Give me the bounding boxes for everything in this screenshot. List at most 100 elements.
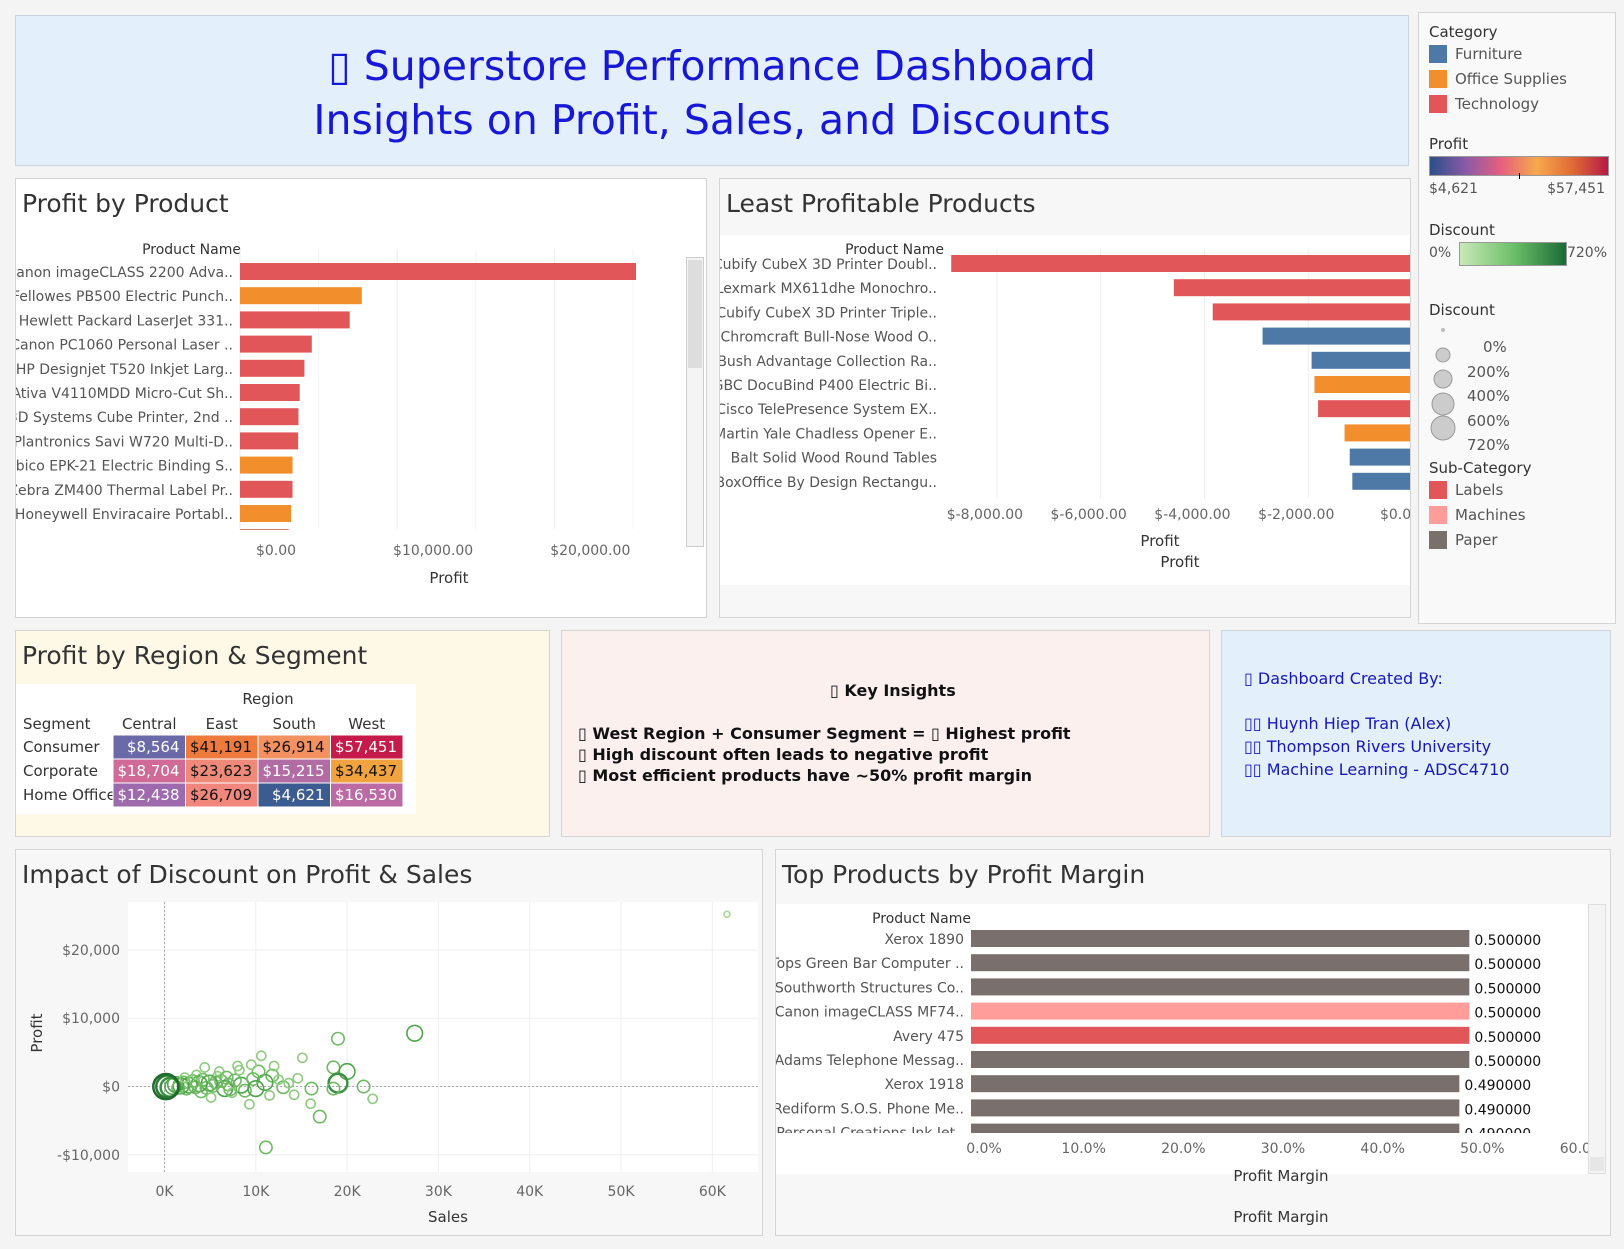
scatter-point xyxy=(237,1083,252,1098)
top-margin-panel: Top Products by Profit Margin Product Na… xyxy=(775,849,1611,1236)
size-200-icon xyxy=(1435,347,1451,363)
pbp-product-label: Canon PC1060 Personal Laser .. xyxy=(16,338,233,354)
key-insights-panel: ▯ Key Insights ▯ West Region + Consumer … xyxy=(561,630,1210,837)
tm-scrollbar[interactable] xyxy=(1588,904,1606,1174)
labels-swatch xyxy=(1429,481,1447,499)
rs-cell-label: $12,438 xyxy=(117,786,179,804)
scatter-x-tick: 60K xyxy=(699,1184,727,1200)
pbp-bar xyxy=(240,384,300,401)
tm-scroll-thumb[interactable] xyxy=(1590,1157,1604,1171)
legend-item-machines[interactable]: Machines xyxy=(1429,506,1526,524)
scatter-point xyxy=(246,1072,261,1087)
size-720-icon xyxy=(1430,415,1456,441)
office-supplies-swatch xyxy=(1429,70,1447,88)
rs-col-header: Region xyxy=(242,690,293,708)
pbp-product-label: Fellowes PB500 Electric Punch.. xyxy=(16,289,233,305)
size-label-720: 720% xyxy=(1467,436,1510,454)
pbp-bar xyxy=(240,456,293,474)
scatter-point xyxy=(283,1077,295,1089)
lpp-product-label: Balt Solid Wood Round Tables xyxy=(731,451,937,467)
pbp-product-label: 3D Systems Cube Printer, 2nd .. xyxy=(16,410,233,426)
lpp-bar xyxy=(1212,303,1410,321)
scatter-point xyxy=(205,1092,217,1103)
dashboard-header: ▯ Superstore Performance Dashboard Insig… xyxy=(15,15,1409,166)
tm-bottom-mask xyxy=(776,1133,1588,1174)
scatter-point xyxy=(256,1073,274,1092)
region-segment-title: Profit by Region & Segment xyxy=(22,641,368,670)
lpp-axis-label: Profit xyxy=(1160,553,1199,571)
legend-item-office-supplies[interactable]: Office Supplies xyxy=(1429,70,1567,88)
lpp-bar xyxy=(1344,424,1410,442)
pbp-axis-label: Profit xyxy=(429,569,468,587)
lpp-product-label: Cubify CubeX 3D Printer Doubl.. xyxy=(720,257,937,273)
pbp-tick-label: $0.00 xyxy=(256,543,296,559)
tm-product-label: Xerox 1890 xyxy=(884,932,964,948)
legend-item-furniture[interactable]: Furniture xyxy=(1429,45,1522,63)
size-400-icon xyxy=(1433,369,1453,389)
scatter-point xyxy=(273,1074,285,1086)
legend-category-title: Category xyxy=(1429,23,1498,41)
least-profitable-title: Least Profitable Products xyxy=(726,189,1036,218)
pbp-bar xyxy=(240,480,293,498)
scatter-x-tick: 30K xyxy=(425,1184,453,1200)
insight-item-2: ▯ High discount often leads to negative … xyxy=(578,745,989,764)
rs-cell xyxy=(112,782,186,808)
scatter-point xyxy=(244,1098,255,1110)
pbp-dim-label: Product Name xyxy=(142,242,241,258)
scatter-point xyxy=(245,1059,257,1071)
tm-product-label: Southworth Structures Co.. xyxy=(776,980,964,996)
tm-tick-label: 10.0% xyxy=(1061,1141,1105,1157)
legend-item-paper[interactable]: Paper xyxy=(1429,531,1497,549)
scatter-point xyxy=(232,1060,243,1072)
rs-cell-label: $41,191 xyxy=(190,738,252,756)
tm-bar xyxy=(971,1075,1460,1093)
profit-ramp-min: $4,621 xyxy=(1429,181,1478,197)
scatter-point xyxy=(208,1075,223,1090)
size-label-200: 200% xyxy=(1467,363,1510,381)
pbp-bottom-mask xyxy=(16,530,706,617)
legend-item-labels[interactable]: Labels xyxy=(1429,481,1503,499)
rs-cell-label: $4,621 xyxy=(272,786,325,804)
scatter-point xyxy=(247,1080,265,1098)
discount-ramp-max: 720% xyxy=(1566,245,1607,261)
scatter-point xyxy=(356,1079,371,1094)
scatter-point xyxy=(305,1098,317,1110)
tm-bar-value: 0.490000 xyxy=(1464,1078,1531,1094)
scatter-x-tick: 20K xyxy=(334,1184,362,1200)
rs-cell xyxy=(257,758,331,784)
legend-panel: Category Furniture Office Supplies Techn… xyxy=(1418,12,1616,624)
scatter-point xyxy=(330,1031,345,1046)
pbp-scrollbar[interactable] xyxy=(686,257,704,547)
rs-region-label: South xyxy=(272,715,316,733)
pbp-scroll-thumb[interactable] xyxy=(688,260,702,368)
discount-color-ramp xyxy=(1459,242,1567,266)
tm-product-label: Xerox 1918 xyxy=(884,1077,964,1093)
pbp-bar xyxy=(240,359,305,377)
pbp-product-label: Honeywell Enviracaire Portabl.. xyxy=(16,507,233,523)
pbp-bar xyxy=(240,311,350,329)
discount-impact-scatter: Sales Profit 0K 10K 20K 30K 40K 50K 60K -$10,00… xyxy=(28,902,758,1226)
pbp-product-label: Ativa V4110MDD Micro-Cut Sh.. xyxy=(16,386,233,402)
region-segment-panel: Profit by Region & Segment Region Segmen… xyxy=(15,630,550,837)
lpp-tick-label: $-2,000.00 xyxy=(1258,507,1334,523)
lpp-dim-label: Product Name xyxy=(845,242,944,258)
scatter-point xyxy=(304,1081,319,1096)
scatter-point xyxy=(264,1090,275,1101)
lpp-bar xyxy=(1314,376,1410,393)
credit-course: ▯▯ Machine Learning - ADSC4710 xyxy=(1244,760,1510,779)
lpp-axis-label: Profit xyxy=(1140,532,1179,550)
scatter-point xyxy=(268,1060,280,1072)
rs-segment-label: Corporate xyxy=(23,762,98,780)
scatter-y-tick: $10,000 xyxy=(62,1011,120,1027)
pbp-tick-label: $10,000.00 xyxy=(393,543,473,559)
size-label-600: 600% xyxy=(1467,412,1510,430)
tm-product-label: Canon imageCLASS MF74.. xyxy=(776,1005,964,1021)
technology-swatch xyxy=(1429,95,1447,113)
legend-item-technology[interactable]: Technology xyxy=(1429,95,1539,113)
scatter-y-label: Profit xyxy=(28,1013,46,1052)
tm-bar xyxy=(971,1051,1470,1068)
pbp-product-label: HP Designjet T520 Inkjet Larg.. xyxy=(16,362,233,378)
scatter-point xyxy=(367,1093,379,1105)
tm-tick-label: 40.0% xyxy=(1360,1141,1404,1157)
lpp-bar xyxy=(1173,279,1410,297)
